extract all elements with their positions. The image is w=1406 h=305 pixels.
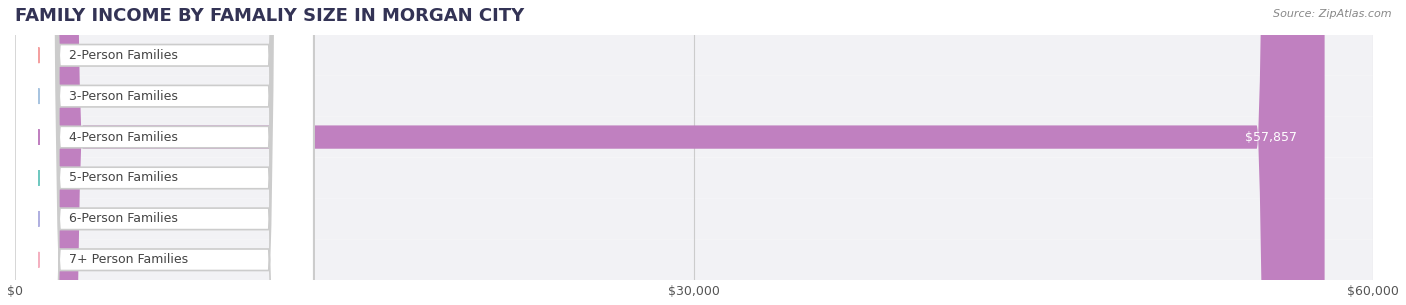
Text: 7+ Person Families: 7+ Person Families — [69, 253, 188, 266]
FancyBboxPatch shape — [15, 0, 1324, 305]
Text: FAMILY INCOME BY FAMALIY SIZE IN MORGAN CITY: FAMILY INCOME BY FAMALIY SIZE IN MORGAN … — [15, 7, 524, 25]
Text: $57,857: $57,857 — [1246, 131, 1298, 144]
FancyBboxPatch shape — [15, 0, 314, 305]
FancyBboxPatch shape — [15, 157, 1374, 199]
Text: 2-Person Families: 2-Person Families — [69, 49, 177, 62]
Text: $0: $0 — [62, 253, 79, 266]
FancyBboxPatch shape — [15, 0, 314, 305]
Text: $0: $0 — [62, 212, 79, 225]
Text: 5-Person Families: 5-Person Families — [69, 171, 177, 185]
FancyBboxPatch shape — [15, 0, 56, 305]
FancyBboxPatch shape — [15, 0, 314, 305]
Text: $0: $0 — [62, 90, 79, 103]
FancyBboxPatch shape — [15, 199, 1374, 239]
Text: 6-Person Families: 6-Person Families — [69, 212, 177, 225]
FancyBboxPatch shape — [15, 35, 1374, 76]
Text: $0: $0 — [62, 171, 79, 185]
FancyBboxPatch shape — [15, 117, 1374, 157]
FancyBboxPatch shape — [15, 0, 56, 305]
FancyBboxPatch shape — [15, 0, 56, 305]
FancyBboxPatch shape — [15, 0, 314, 305]
Text: $0: $0 — [62, 49, 79, 62]
FancyBboxPatch shape — [15, 0, 56, 305]
FancyBboxPatch shape — [15, 0, 314, 305]
FancyBboxPatch shape — [15, 239, 1374, 280]
Text: Source: ZipAtlas.com: Source: ZipAtlas.com — [1274, 9, 1392, 19]
FancyBboxPatch shape — [15, 0, 56, 305]
FancyBboxPatch shape — [15, 76, 1374, 117]
Text: 3-Person Families: 3-Person Families — [69, 90, 177, 103]
FancyBboxPatch shape — [15, 0, 314, 305]
Text: 4-Person Families: 4-Person Families — [69, 131, 177, 144]
